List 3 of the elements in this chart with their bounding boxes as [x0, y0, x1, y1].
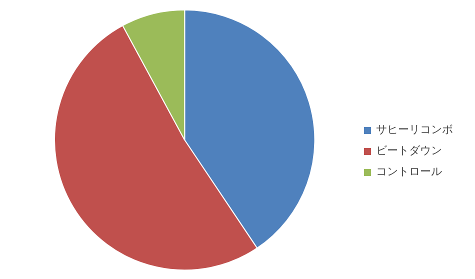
legend-label: コントロール	[376, 164, 442, 179]
legend-label: サヒーリコンボ	[376, 122, 453, 137]
legend-label: ビートダウン	[376, 143, 442, 158]
